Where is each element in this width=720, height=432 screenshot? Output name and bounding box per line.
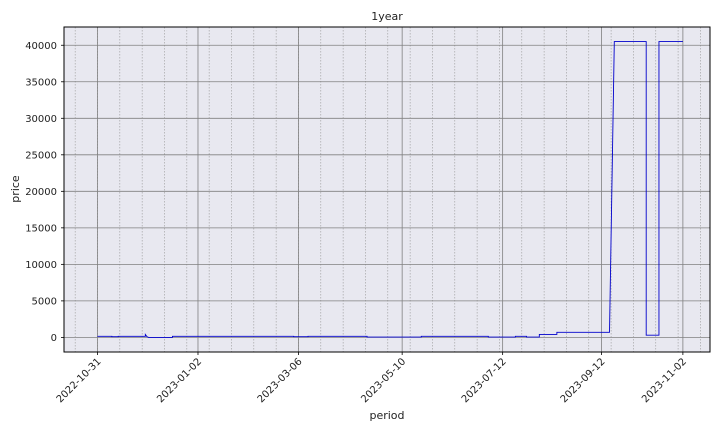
y-tick-label: 10000 [25,260,57,271]
y-tick-label: 15000 [25,223,57,234]
y-axis-title: price [9,175,22,203]
chart-title: 1year [371,10,403,23]
y-tick-label: 40000 [25,41,57,52]
y-tick-label: 25000 [25,150,57,161]
y-tick-label: 30000 [25,114,57,125]
major-grid [64,27,710,352]
y-tick-label: 35000 [25,77,57,88]
plot-area [64,27,710,352]
series-line [97,41,683,338]
x-axis-title: period [369,409,404,422]
series-layer [97,41,683,338]
y-tick-label: 5000 [32,296,57,307]
y-tick-label: 20000 [25,187,57,198]
plot-frame [63,26,711,353]
y-axis: 0 5000 10000 15000 20000 25000 30000 35000 40000 [25,41,64,344]
y-tick-label: 0 [51,333,57,344]
